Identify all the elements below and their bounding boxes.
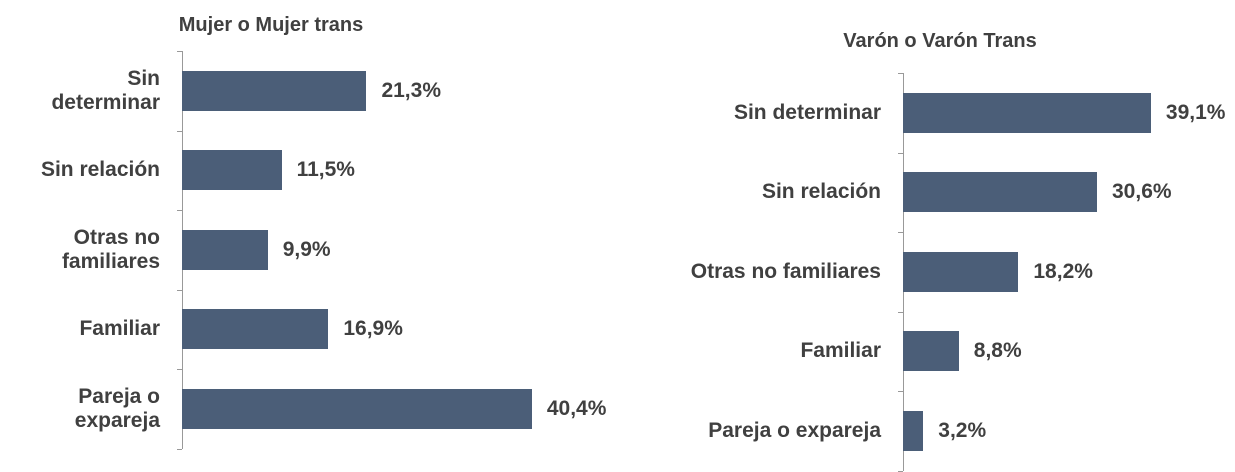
axis-tick xyxy=(177,51,182,52)
bar xyxy=(903,410,924,451)
chart-title: Varón o Varón Trans xyxy=(843,30,1037,52)
bar xyxy=(903,92,1151,133)
category-label: Pareja o expareja xyxy=(74,384,160,432)
axis-tick xyxy=(177,210,182,211)
axis-tick xyxy=(177,448,182,450)
value-label: 8,8% xyxy=(973,339,1022,363)
axis-tick xyxy=(898,391,903,392)
axis-tick xyxy=(898,470,903,472)
value-label: 16,9% xyxy=(343,317,403,341)
category-label: Sin relación xyxy=(40,158,160,182)
value-label: 21,3% xyxy=(381,78,441,102)
value-label: 40,4% xyxy=(546,396,607,420)
axis-tick xyxy=(177,130,182,132)
category-label: Otras no familiares xyxy=(61,225,160,273)
value-label: 9,9% xyxy=(282,237,331,261)
value-label: 3,2% xyxy=(938,418,987,442)
bar xyxy=(182,70,367,111)
bar xyxy=(903,172,1097,213)
value-label: 11,5% xyxy=(296,158,355,182)
axis-tick xyxy=(898,232,903,233)
category-label: Sin determinar xyxy=(51,66,160,114)
axis-tick xyxy=(898,311,903,313)
category-label: Otras no familiares xyxy=(690,259,881,283)
bar xyxy=(903,331,959,372)
category-label: Familiar xyxy=(800,339,881,363)
bar xyxy=(182,229,268,270)
bar xyxy=(182,388,532,429)
axis-tick xyxy=(177,289,182,291)
axis-tick xyxy=(898,73,903,74)
bar xyxy=(903,251,1019,292)
chart-title: Mujer o Mujer trans xyxy=(178,14,364,36)
axis-tick xyxy=(898,152,903,154)
category-label: Sin relación xyxy=(761,180,881,204)
bar xyxy=(182,150,282,191)
value-label: 30,6% xyxy=(1112,180,1172,204)
value-label: 18,2% xyxy=(1033,259,1093,283)
axis-tick xyxy=(177,369,182,370)
category-label: Pareja o expareja xyxy=(708,418,881,442)
bar xyxy=(182,309,329,350)
value-label: 39,1% xyxy=(1165,100,1226,124)
category-label: Sin determinar xyxy=(733,100,881,124)
category-label: Familiar xyxy=(79,317,160,341)
